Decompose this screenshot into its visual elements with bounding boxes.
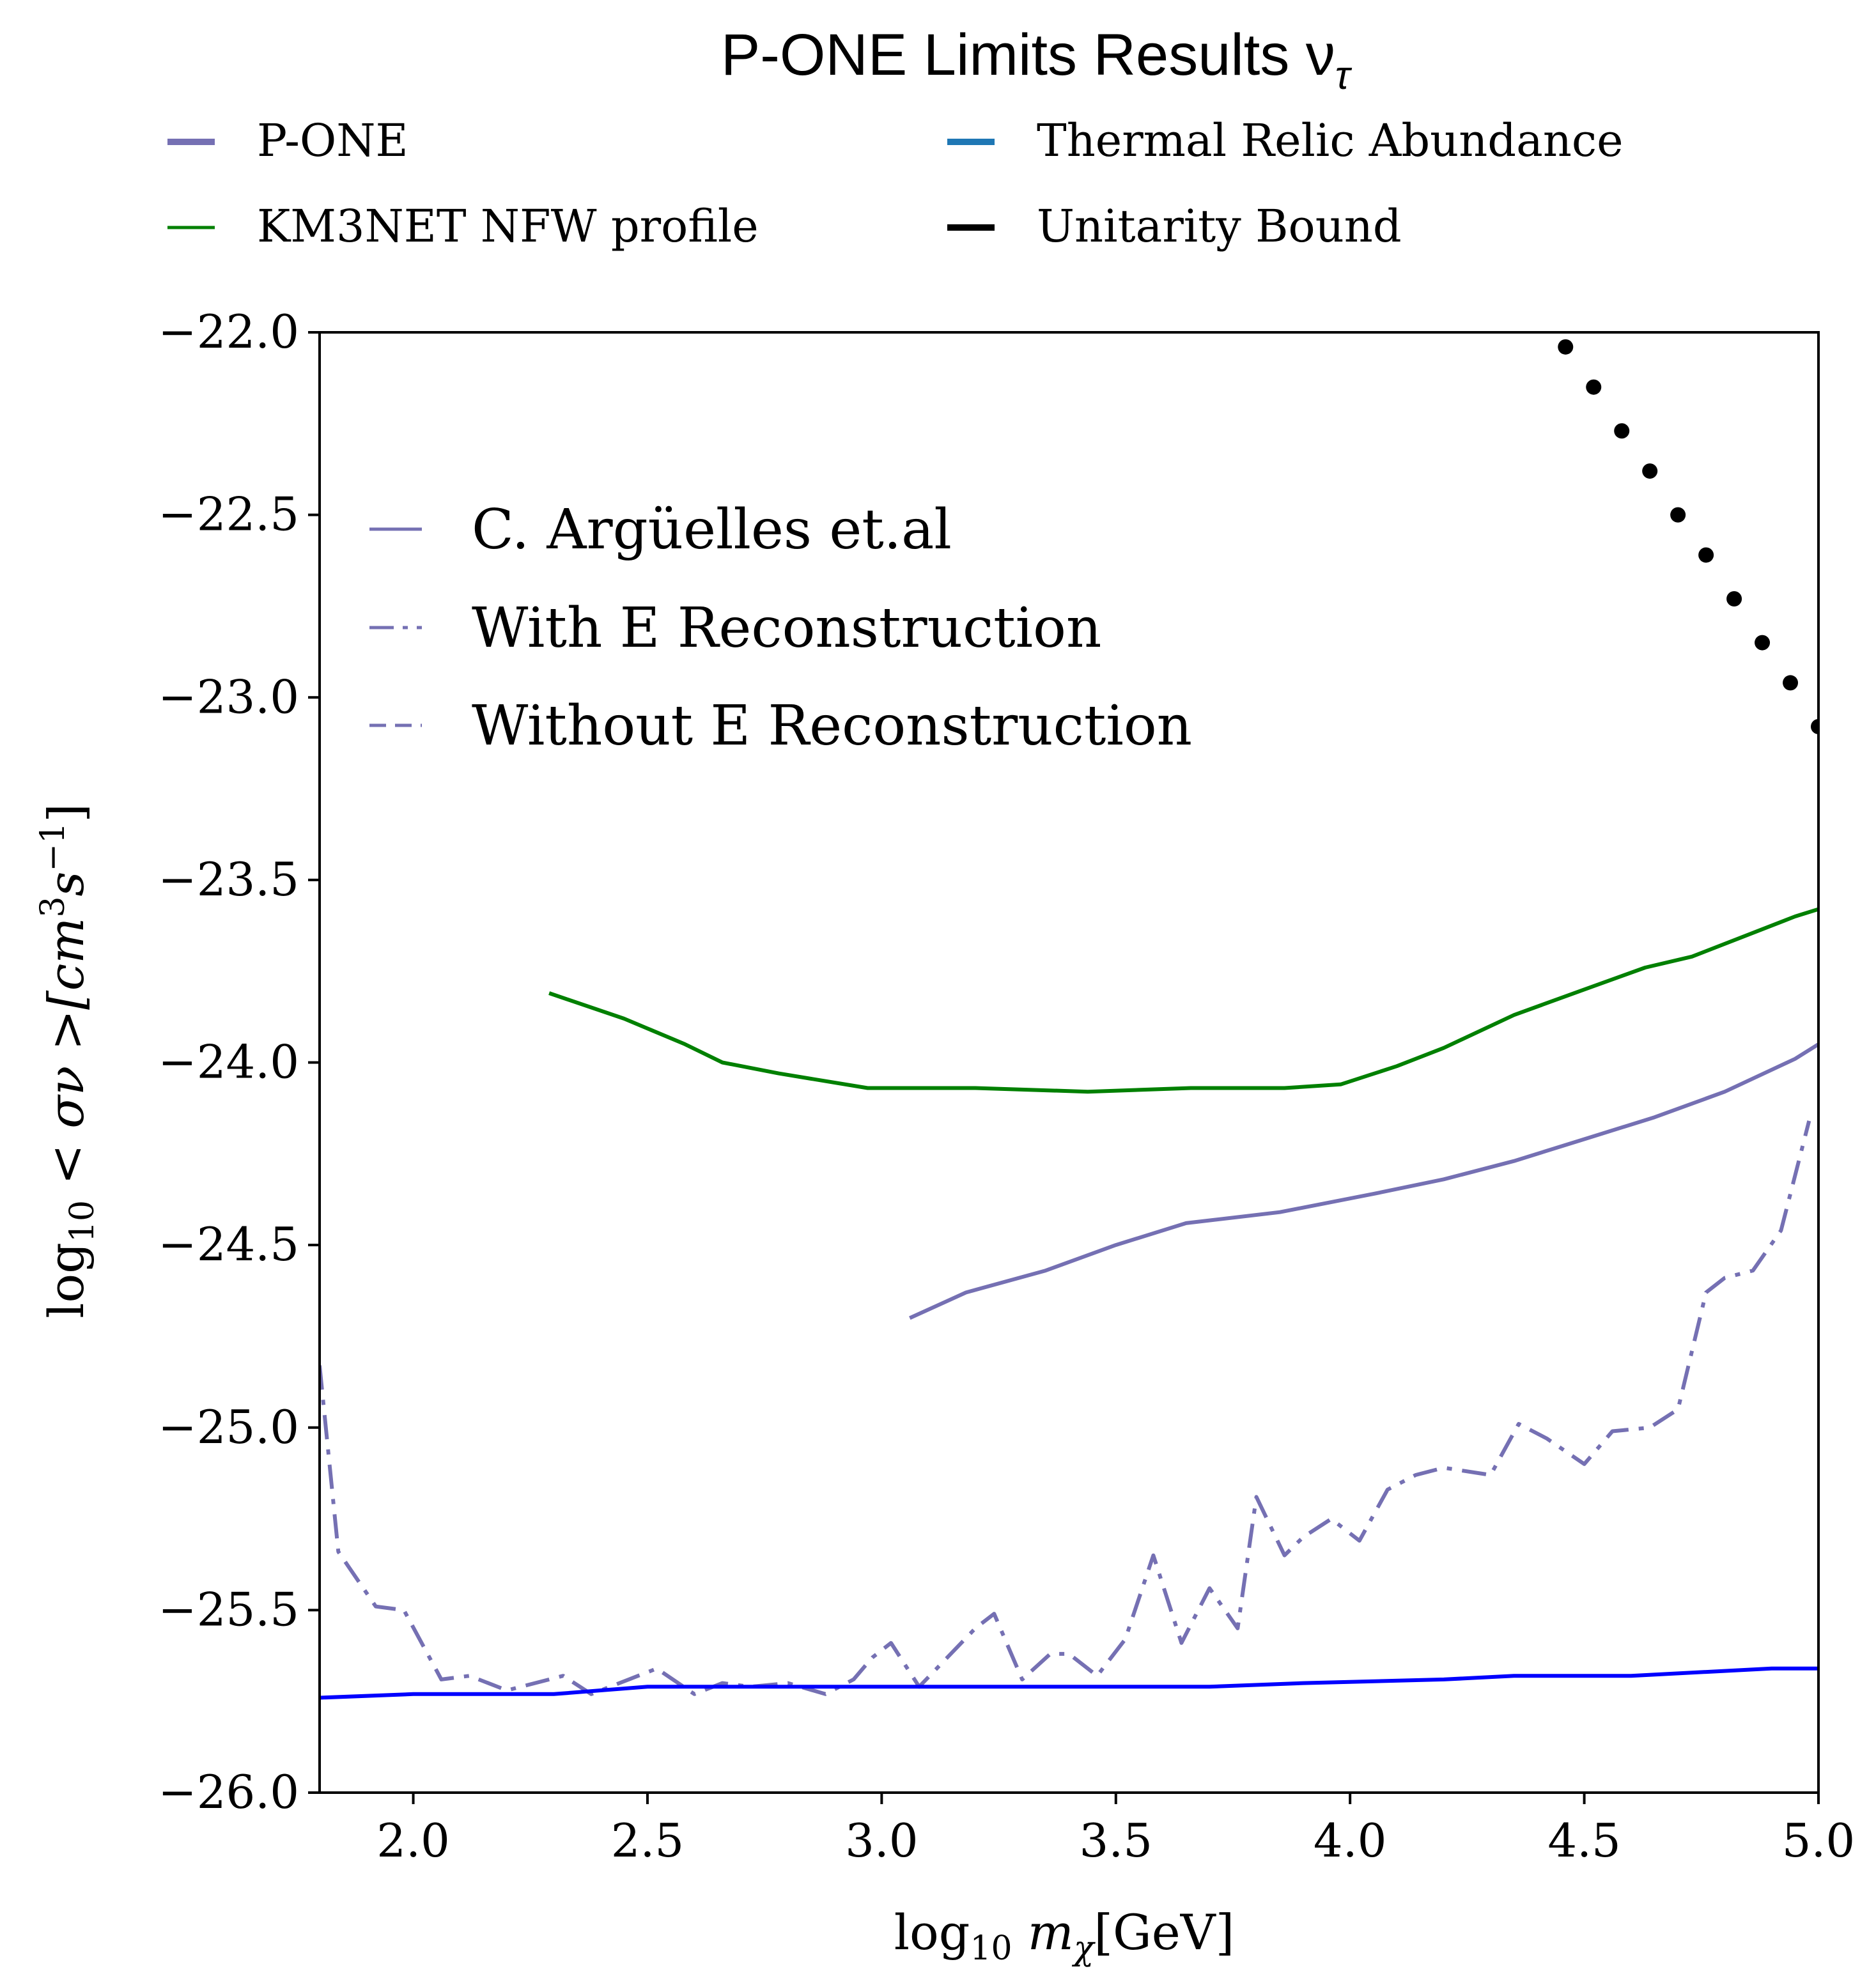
legend-top: P-ONE Thermal Relic Abundance KM3NET NFW p… bbox=[167, 114, 1624, 252]
legend-top-label: KM3NET NFW profile bbox=[257, 200, 759, 252]
legend-top-label: Unitarity Bound bbox=[1037, 200, 1402, 252]
series-with_e_reco-line bbox=[320, 1120, 1811, 1696]
y-tick-label: −25.0 bbox=[158, 1400, 299, 1454]
series-unitarity-point bbox=[1586, 379, 1602, 395]
y-tick-label: −25.5 bbox=[158, 1582, 299, 1636]
x-tick-label: 2.0 bbox=[376, 1814, 450, 1867]
y-axis: −22.0 −22.5 −23.0 −23.5 −24.0 −24.5 −25.0 −25.5… bbox=[158, 305, 320, 1819]
series-unitarity-point bbox=[1642, 463, 1658, 479]
plot-area: 2.0 2.5 3.0 3.5 4.0 4.5 5.0 −22.0 −22.5 −23.0 −23… bbox=[158, 305, 1855, 1867]
series-unitarity-point bbox=[1698, 547, 1714, 563]
series-unitarity-point bbox=[1755, 635, 1771, 651]
series-arguelles-line bbox=[909, 1042, 1818, 1320]
x-tick-label: 5.0 bbox=[1782, 1814, 1856, 1867]
y-tick-label: −24.5 bbox=[158, 1217, 299, 1271]
x-axis: 2.0 2.5 3.0 3.5 4.0 4.5 5.0 bbox=[376, 1793, 1855, 1867]
series-km3net-line bbox=[548, 907, 1818, 1094]
y-tick-label: −23.5 bbox=[158, 853, 299, 906]
legend-inner: C. Argüelles et.al With E Reconstruction W… bbox=[369, 498, 1192, 758]
series-unitarity-point bbox=[1558, 339, 1574, 355]
y-tick-label: −23.0 bbox=[158, 670, 299, 723]
x-tick-label: 2.5 bbox=[611, 1814, 685, 1867]
y-tick-label: −22.5 bbox=[158, 488, 299, 541]
series-unitarity-point bbox=[1783, 675, 1799, 691]
x-tick-label: 3.5 bbox=[1080, 1814, 1153, 1867]
series-unitarity-point bbox=[1670, 507, 1686, 523]
legend-top-label: Thermal Relic Abundance bbox=[1037, 114, 1624, 167]
y-tick-label: −22.0 bbox=[158, 305, 299, 359]
y-tick-label: −24.0 bbox=[158, 1035, 299, 1089]
chart-title-subscript: τ bbox=[1335, 54, 1353, 98]
series-unitarity-point bbox=[1811, 718, 1818, 734]
series-unitarity-point bbox=[1726, 591, 1742, 607]
legend-inner-label: Without E Reconstruction bbox=[472, 694, 1192, 758]
x-tick-label: 4.0 bbox=[1314, 1814, 1387, 1867]
series-layer bbox=[320, 339, 1818, 1700]
x-tick-label: 3.0 bbox=[845, 1814, 919, 1867]
y-tick-label: −26.0 bbox=[158, 1765, 299, 1819]
legend-inner-label: With E Reconstruction bbox=[472, 596, 1101, 660]
chart-title: P-ONE Limits Results ντ bbox=[721, 22, 1353, 98]
series-thermal_relic-line bbox=[320, 1666, 1818, 1700]
series-unitarity-point bbox=[1614, 423, 1630, 439]
x-tick-label: 4.5 bbox=[1547, 1814, 1621, 1867]
legend-inner-label: C. Argüelles et.al bbox=[472, 498, 952, 562]
y-axis-label: log10 < σν >[cm3s−1] bbox=[34, 803, 102, 1318]
legend-top-label: P-ONE bbox=[257, 114, 408, 167]
x-axis-label: log10 mχ[GeV] bbox=[894, 1904, 1235, 1968]
